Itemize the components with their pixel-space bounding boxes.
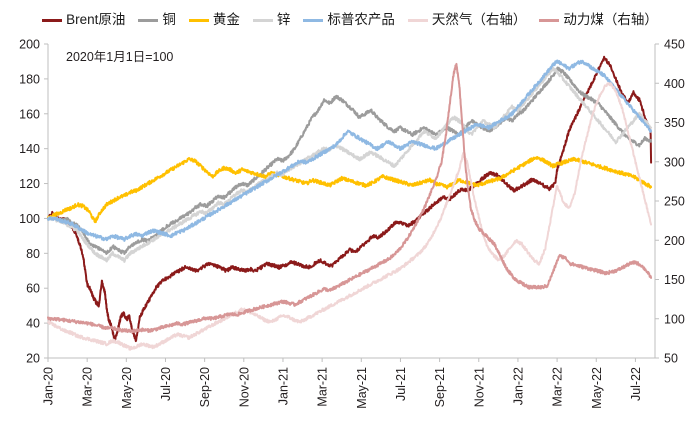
x-axis-tick-label: Sep-21	[433, 367, 447, 407]
x-axis-tick-label: Nov-21	[472, 367, 486, 407]
legend-item-coal[interactable]: 动力煤（右轴）	[539, 13, 658, 27]
series-line-natgas	[47, 82, 653, 351]
legend-label-brent: Brent原油	[66, 12, 126, 28]
x-axis-tick-label: Jul-21	[394, 367, 408, 401]
left-axis-tick-label: 200	[19, 38, 40, 52]
right-axis-tick-label: 350	[664, 116, 685, 130]
series-line-gold	[47, 155, 653, 224]
legend-swatch-sp_agri	[303, 18, 324, 22]
left-axis-tick-label: 80	[26, 247, 40, 261]
right-axis-tick-label: 300	[664, 155, 685, 169]
x-axis-tick-label: Mar-22	[551, 367, 565, 407]
legend-swatch-brent	[42, 18, 63, 22]
legend-swatch-natgas	[407, 18, 428, 22]
series-line-zinc	[47, 66, 653, 263]
legend-label-gold: 黄金	[212, 12, 240, 28]
legend-swatch-zinc	[252, 18, 273, 22]
chart-annotation-note: 2020年1月1日=100	[66, 50, 173, 64]
legend-swatch-gold	[188, 18, 209, 22]
right-axis-tick-label: 450	[664, 38, 685, 52]
legend-swatch-coal	[539, 18, 560, 22]
series-line-copper	[47, 66, 653, 256]
legend-label-sp_agri: 标普农产品	[327, 12, 395, 28]
legend-item-gold[interactable]: 黄金	[188, 12, 240, 28]
x-axis-tick-label: Jan-22	[511, 367, 525, 405]
left-axis-tick-label: 160	[19, 107, 40, 121]
right-axis-tick-label: 400	[664, 77, 685, 91]
legend-item-sp_agri[interactable]: 标普农产品	[303, 13, 395, 27]
x-axis-tick-label: Jan-20	[42, 367, 56, 405]
legend-item-zinc[interactable]: 锌	[252, 12, 291, 28]
left-axis-tick-label: 100	[19, 212, 40, 226]
legend-label-copper: 铜	[162, 12, 176, 28]
right-axis-tick-label: 150	[664, 273, 685, 287]
left-axis-tick-label: 140	[19, 142, 40, 156]
legend-swatch-copper	[138, 18, 159, 22]
x-axis-tick-label: Nov-20	[237, 367, 251, 407]
x-axis-tick-label: Jul-22	[629, 367, 643, 401]
legend-item-copper[interactable]: 铜	[138, 13, 176, 27]
x-axis-tick-label: Jan-21	[276, 367, 290, 405]
x-axis-tick-label: Sep-20	[198, 367, 212, 407]
left-axis-tick-label: 120	[19, 177, 40, 191]
legend-item-brent[interactable]: Brent原油	[42, 13, 125, 27]
x-axis-tick-label: Mar-21	[316, 367, 330, 407]
series-line-sp_agri	[47, 59, 653, 242]
legend-label-zinc: 锌	[276, 12, 291, 28]
x-axis-tick-label: May-22	[590, 367, 604, 409]
left-axis-tick-label: 60	[26, 282, 40, 296]
left-axis-tick-label: 20	[26, 352, 40, 366]
legend-label-natgas: 天然气（右轴）	[431, 12, 527, 28]
left-axis-tick-label: 180	[19, 72, 40, 86]
x-axis-tick-label: May-20	[120, 367, 134, 409]
right-axis-tick-label: 50	[664, 352, 678, 366]
legend-item-natgas[interactable]: 天然气（右轴）	[407, 12, 527, 28]
right-axis-tick-label: 100	[664, 312, 685, 326]
legend-label-coal: 动力煤（右轴）	[563, 12, 658, 28]
series-line-coal	[47, 62, 653, 334]
chart-legend: Brent原油 铜 黄金 锌 标普农产品 天然气（右轴） 动力煤（右轴）	[0, 8, 700, 32]
x-axis-tick-label: May-21	[355, 367, 369, 409]
left-axis-tick-label: 40	[26, 317, 40, 331]
x-axis-tick-label: Mar-20	[81, 367, 95, 407]
right-axis-tick-label: 250	[664, 195, 685, 209]
right-axis-tick-label: 200	[664, 234, 685, 248]
x-axis-tick-label: Jul-20	[159, 367, 173, 401]
series-line-brent	[47, 55, 653, 343]
